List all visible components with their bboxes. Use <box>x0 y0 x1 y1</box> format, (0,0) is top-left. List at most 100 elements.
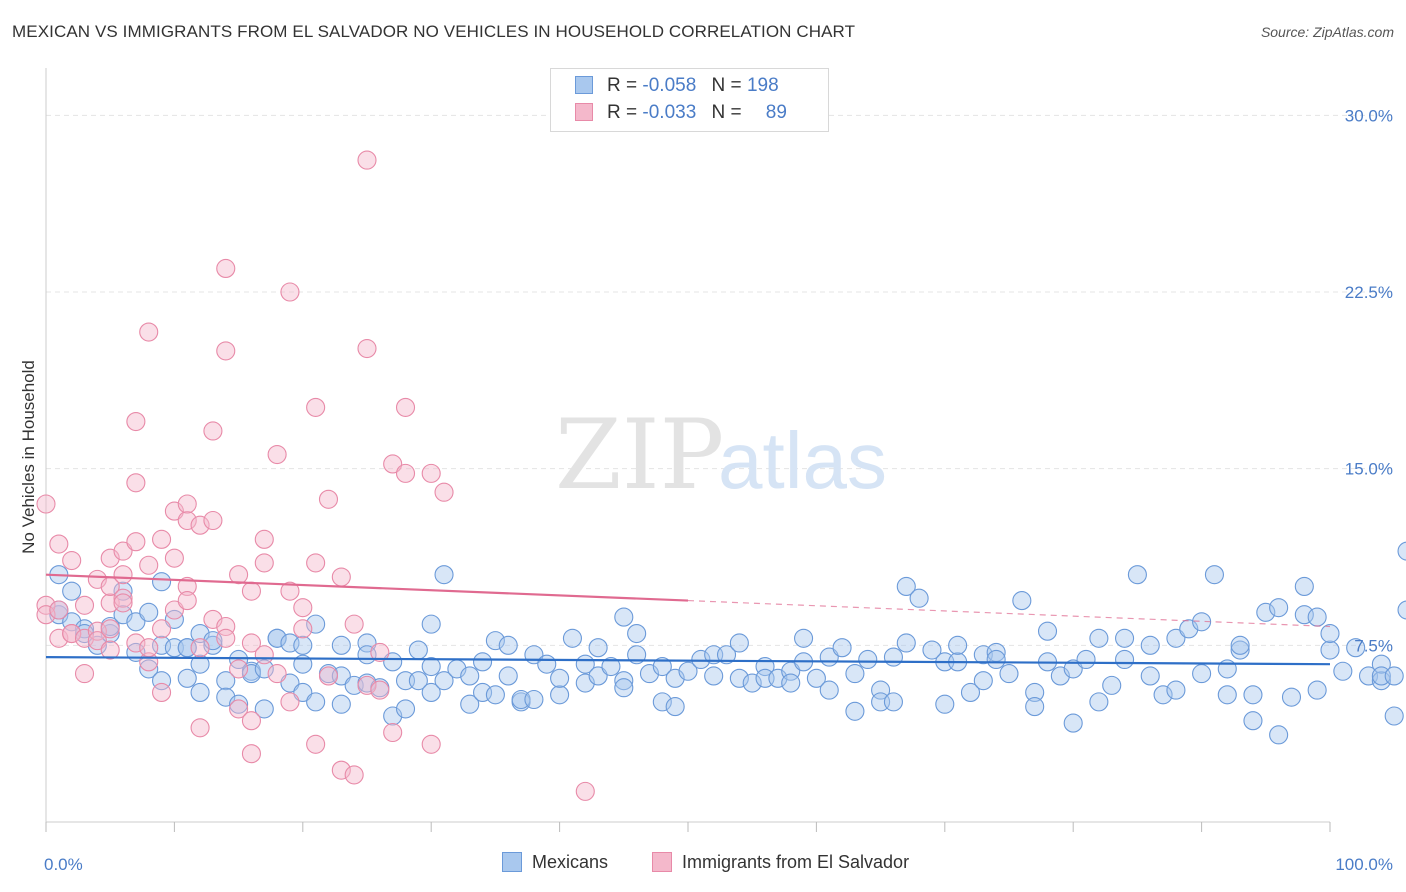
data-point <box>177 494 197 514</box>
legend-swatch-blue <box>575 76 593 94</box>
legend-label-el-salvador: Immigrants from El Salvador <box>682 852 910 872</box>
data-point <box>318 489 339 509</box>
data-point <box>395 397 416 417</box>
data-point <box>1115 628 1135 648</box>
data-point <box>216 671 236 691</box>
data-point <box>254 699 274 719</box>
data-point <box>562 628 582 648</box>
legend-n-label: N = <box>711 75 742 96</box>
data-point <box>139 602 159 622</box>
data-point <box>588 666 608 686</box>
data-point <box>49 534 69 554</box>
data-point <box>858 649 878 670</box>
data-point <box>293 598 313 618</box>
axes <box>45 68 1331 832</box>
watermark-zip: ZIP <box>555 399 724 511</box>
legend-row-el-salvador: R = -0.033 N = 89 <box>575 102 787 128</box>
legend-label-mexicans: Mexicans <box>532 852 609 872</box>
x-tick-label: 100.0% <box>1335 855 1393 874</box>
data-point <box>126 473 146 493</box>
data-point <box>62 624 82 644</box>
data-point <box>460 694 480 714</box>
data-point <box>1166 628 1186 648</box>
legend-swatch-pink <box>652 852 672 872</box>
data-point <box>832 638 852 658</box>
data-point <box>293 619 313 639</box>
legend-r-value: -0.058 <box>642 75 697 96</box>
data-point <box>1397 541 1406 561</box>
legend-swatch-pink <box>575 103 593 121</box>
legend-r-value: -0.033 <box>642 102 697 123</box>
data-point <box>190 638 210 658</box>
data-point <box>280 581 300 601</box>
data-point <box>1063 713 1083 733</box>
data-point <box>909 588 929 608</box>
data-point <box>1204 565 1224 585</box>
data-point <box>229 659 249 679</box>
data-point <box>306 734 326 754</box>
data-point <box>74 595 95 615</box>
data-point <box>36 605 56 625</box>
data-point <box>1012 591 1032 611</box>
data-point <box>152 572 172 592</box>
data-point <box>1243 711 1263 731</box>
data-point <box>652 692 672 712</box>
data-point <box>357 675 377 695</box>
data-point <box>229 565 249 585</box>
data-point <box>729 668 749 688</box>
data-point <box>139 638 159 658</box>
data-point <box>152 682 172 702</box>
data-point <box>344 614 364 634</box>
data-point <box>1230 635 1250 655</box>
data-point <box>1076 649 1096 670</box>
data-point <box>254 645 274 665</box>
data-point <box>1089 628 1109 648</box>
data-point <box>1384 666 1404 686</box>
data-point <box>49 628 69 648</box>
data-point <box>344 765 364 785</box>
data-point <box>216 258 236 278</box>
legend-n-value: 198 <box>746 75 779 96</box>
data-point <box>241 664 261 684</box>
data-point <box>395 463 416 483</box>
data-point <box>614 607 634 627</box>
data-point <box>434 671 454 691</box>
watermark: ZIP atlas <box>555 399 887 511</box>
data-point <box>1294 576 1314 596</box>
data-point <box>1281 687 1302 707</box>
data-point <box>113 541 133 561</box>
data-point <box>293 682 313 702</box>
data-point <box>845 664 865 684</box>
data-point <box>883 647 903 667</box>
data-point <box>588 638 608 658</box>
data-point <box>716 645 737 665</box>
data-point <box>190 654 210 674</box>
data-point <box>1166 680 1186 700</box>
data-point <box>948 635 968 655</box>
data-point <box>485 685 505 705</box>
grid-lines <box>46 114 1394 646</box>
data-point <box>1333 661 1353 681</box>
data-point <box>498 666 518 686</box>
data-point <box>241 633 261 653</box>
data-point <box>408 671 428 691</box>
data-point <box>781 673 801 693</box>
data-point <box>1192 612 1212 632</box>
data-point <box>383 454 403 474</box>
data-point <box>331 635 351 655</box>
data-point <box>62 581 82 601</box>
series-immigrants-el-salvador <box>36 150 595 801</box>
y-axis-label: No Vehicles in Household <box>19 360 38 554</box>
data-point <box>434 565 454 585</box>
data-point <box>203 510 223 531</box>
data-point <box>370 642 390 662</box>
data-point <box>383 722 403 743</box>
data-point <box>883 692 903 712</box>
data-point <box>1192 664 1212 684</box>
data-point <box>1153 685 1173 705</box>
data-point <box>421 682 441 702</box>
legend-item-el-salvador: Immigrants from El Salvador <box>652 852 909 873</box>
data-point <box>267 664 287 684</box>
data-point <box>164 600 184 620</box>
y-tick-label: 30.0% <box>1345 106 1393 125</box>
